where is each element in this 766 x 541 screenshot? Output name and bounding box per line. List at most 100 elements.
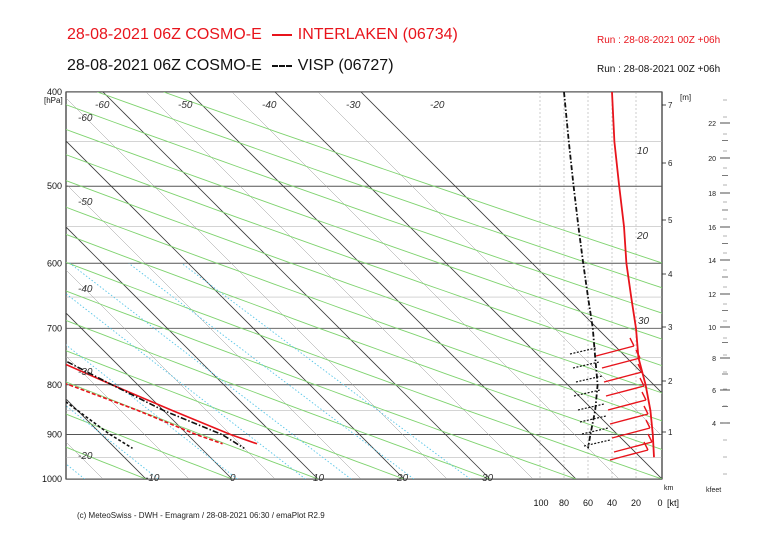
wind-barb-flag [635, 349, 641, 359]
dry-adiabat-line [97, 92, 662, 289]
isotherm-line [102, 92, 491, 479]
isotherm-line [66, 398, 147, 479]
isotherm-line [66, 269, 276, 479]
dry-adiabat-line [66, 180, 662, 394]
km-tick-label: 7 [668, 101, 673, 110]
pressure-tick-label: 500 [47, 181, 62, 191]
isotherm-line [188, 92, 577, 479]
dry-adiabat-line [66, 128, 662, 340]
visp-legend-line [271, 64, 292, 67]
isotherm-line [360, 92, 662, 394]
dry-adiabat-line [66, 206, 662, 422]
wind-tick-label: 100 [533, 498, 548, 508]
isotherm-line [0, 92, 60, 479]
mixing-ratio-line [181, 262, 471, 479]
dry-adiabat-line [163, 92, 662, 264]
km-tick-label: 6 [668, 159, 673, 168]
km-tick-label: 4 [668, 270, 673, 279]
wind-profile-label: 20 [636, 231, 649, 242]
dry-adiabat-line [66, 413, 233, 479]
dry-adiabat-line [66, 233, 662, 451]
wind-barb-visp [577, 403, 605, 411]
dry-adiabat-line [66, 261, 662, 479]
wind-tick-label: 40 [607, 498, 617, 508]
wind-barb-visp [583, 439, 611, 447]
wind-barb-visp [572, 361, 600, 369]
temp-label-top: -20 [430, 100, 445, 111]
dry-adiabat-line [66, 319, 491, 479]
wind-barb-visp [581, 427, 609, 435]
title-interlaken-model: 28-08-2021 06Z COSMO-E [67, 26, 262, 43]
profile-visp-temperature [66, 360, 245, 449]
mixing-ratio-line [66, 293, 306, 479]
temp-label-top: -30 [346, 100, 361, 111]
dry-adiabat-line [66, 154, 662, 367]
isotherm-line [66, 183, 362, 479]
temp-label-left: -60 [78, 113, 93, 124]
kfeet-tick-label: 20 [708, 156, 716, 163]
temp-label-bottom: 30 [482, 473, 494, 484]
interlaken-legend-line [271, 33, 292, 36]
kfeet-axis-label: kfeet [706, 487, 721, 494]
kfeet-tick-label: 8 [712, 356, 716, 363]
wind-tick-label: 80 [559, 498, 569, 508]
pressure-tick-label: 600 [47, 258, 62, 268]
km-tick-label: 5 [668, 216, 673, 225]
wind-barb-interlaken [613, 441, 653, 453]
wind-barb-interlaken [595, 345, 635, 357]
isotherm-line [231, 92, 620, 479]
dry-adiabat-line [66, 104, 662, 314]
temp-label-left: -20 [78, 451, 93, 462]
title-interlaken-station: INTERLAKEN (06734) [297, 26, 458, 43]
wind-barb-flag [629, 337, 635, 347]
wind-barb-visp [573, 389, 601, 397]
isotherm-line [0, 92, 17, 479]
km-axis-unit: [m] [680, 93, 691, 102]
km-tick-label: 1 [668, 428, 673, 437]
wind-barb-flag [645, 419, 651, 429]
wind-unit-label: [kt] [667, 498, 679, 508]
temp-label-top: -50 [178, 100, 193, 111]
profile-visp-dewpoint [66, 400, 133, 449]
dry-adiabat-line [0, 92, 60, 479]
title-visp-model: 28-08-2021 06Z COSMO-E [67, 57, 262, 74]
isotherm-line [66, 355, 190, 479]
isotherm-line [66, 140, 405, 479]
wind-barb-visp [569, 347, 597, 355]
temp-label-bottom: 20 [396, 473, 409, 484]
wind-speed-visp [563, 92, 599, 449]
dry-adiabat-line [66, 381, 319, 479]
km-tick-label: 2 [668, 377, 673, 386]
wind-barb-visp [579, 415, 607, 423]
wind-barb-flag [643, 441, 649, 451]
isotherm-line [66, 226, 319, 479]
kfeet-tick-label: 10 [708, 325, 716, 332]
isotherm-line [274, 92, 662, 479]
pressure-unit-label: [hPa] [44, 96, 63, 105]
run-info-interlaken: Run : 28-08-2021 00Z +06h [597, 35, 721, 46]
wind-tick-label: 0 [657, 498, 662, 508]
dry-adiabat-line [66, 290, 577, 479]
wind-profile-label: 30 [638, 316, 650, 327]
wind-barb-interlaken [609, 413, 649, 425]
wind-speed-interlaken [611, 92, 655, 458]
kfeet-tick-label: 16 [708, 225, 716, 232]
title-visp: 28-08-2021 06Z COSMO-E VISP (06727) [67, 57, 394, 75]
plot-frame [65, 91, 663, 480]
wind-barb-interlaken [607, 399, 647, 411]
kfeet-tick-label: 18 [708, 191, 716, 198]
wind-barb-visp [575, 375, 603, 383]
run-info-visp: Run : 28-08-2021 00Z +06h [597, 64, 721, 75]
wind-tick-label: 60 [583, 498, 593, 508]
wind-barb-flag [647, 433, 653, 443]
isotherm-line [66, 97, 448, 479]
wind-barb-flag [637, 363, 643, 373]
km-tick-label: 3 [668, 323, 673, 332]
kfeet-tick-label: 4 [712, 421, 716, 428]
temp-label-bottom: -10 [145, 473, 160, 484]
temp-label-left: -30 [78, 367, 93, 378]
kfeet-tick-label: 14 [708, 258, 716, 265]
profile-interlaken-temperature [66, 363, 258, 445]
dry-adiabat-line [66, 350, 405, 479]
wind-barb-interlaken [603, 371, 643, 383]
